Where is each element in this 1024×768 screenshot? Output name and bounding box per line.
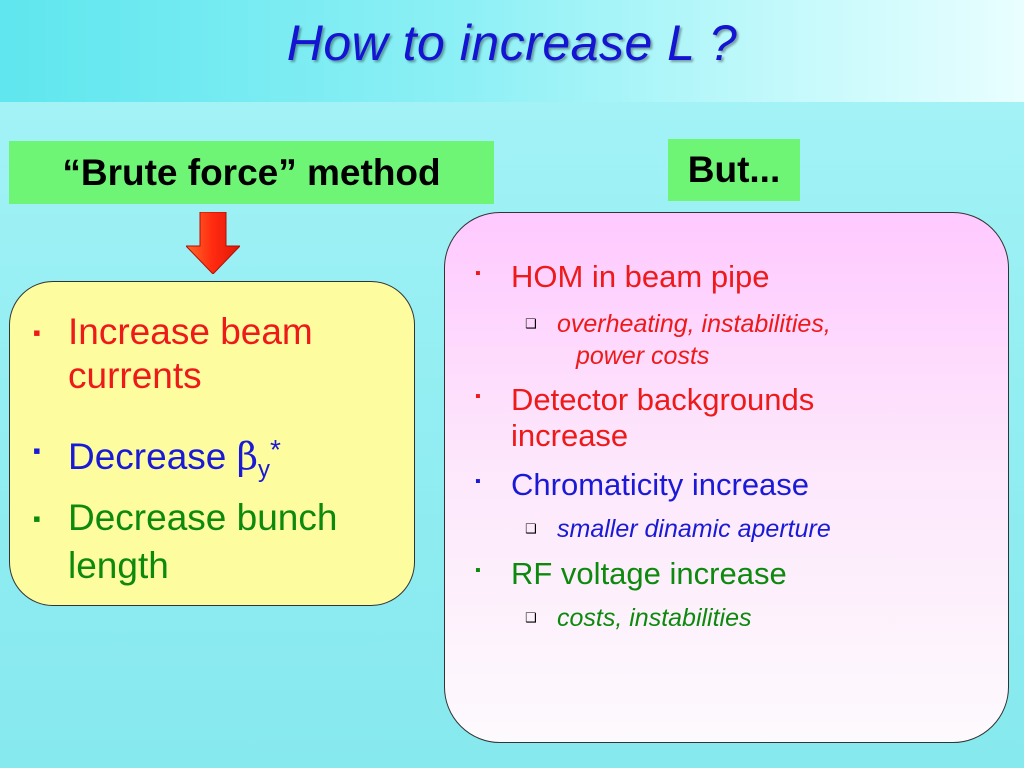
item-text: HOM in beam pipe: [511, 259, 770, 294]
item-text: increase: [511, 418, 629, 453]
bullet-icon: ▪: [475, 265, 481, 282]
bullet-icon: ▪: [475, 388, 481, 405]
beta-symbol: β: [236, 435, 259, 478]
bullet-icon: ▪: [475, 473, 481, 490]
title-band: [0, 0, 1024, 102]
item-prefix: Decrease: [68, 436, 237, 477]
sub-item-text: overheating, instabilities,: [557, 310, 831, 338]
item-text: Detector backgrounds: [511, 382, 815, 417]
right-panel: ▪ HOM in beam pipe ❑ overheating, instab…: [444, 212, 1009, 743]
item-text: RF voltage increase: [511, 556, 787, 591]
bullet-icon: ▪: [33, 506, 41, 531]
bullet-icon: ▪: [33, 438, 41, 463]
item-text: Chromaticity increase: [511, 467, 810, 502]
superscript-star: *: [270, 434, 281, 465]
item-text: Increase beam: [68, 311, 313, 352]
item-text: currents: [68, 355, 202, 396]
brute-force-label: “Brute force” method: [9, 141, 494, 204]
item-text: length: [68, 545, 169, 586]
bullet-icon: ▪: [475, 562, 481, 579]
item-text: Decrease βy*: [68, 428, 281, 492]
checkbox-bullet-icon: ❑: [525, 610, 537, 625]
subscript-y: y: [258, 456, 271, 483]
sub-item-text: costs, instabilities: [557, 604, 752, 632]
checkbox-bullet-icon: ❑: [525, 521, 537, 536]
sub-item-text: smaller dinamic aperture: [557, 515, 831, 543]
bullet-icon: ▪: [33, 320, 41, 345]
checkbox-bullet-icon: ❑: [525, 316, 537, 331]
left-panel: ▪ Increase beam currents ▪ Decrease βy* …: [9, 281, 415, 606]
down-arrow-icon: [186, 212, 240, 274]
item-text: Decrease bunch: [68, 497, 338, 538]
sub-item-text: power costs: [576, 342, 710, 370]
but-label: But...: [668, 139, 800, 201]
slide-title: How to increase L ?: [286, 15, 738, 71]
